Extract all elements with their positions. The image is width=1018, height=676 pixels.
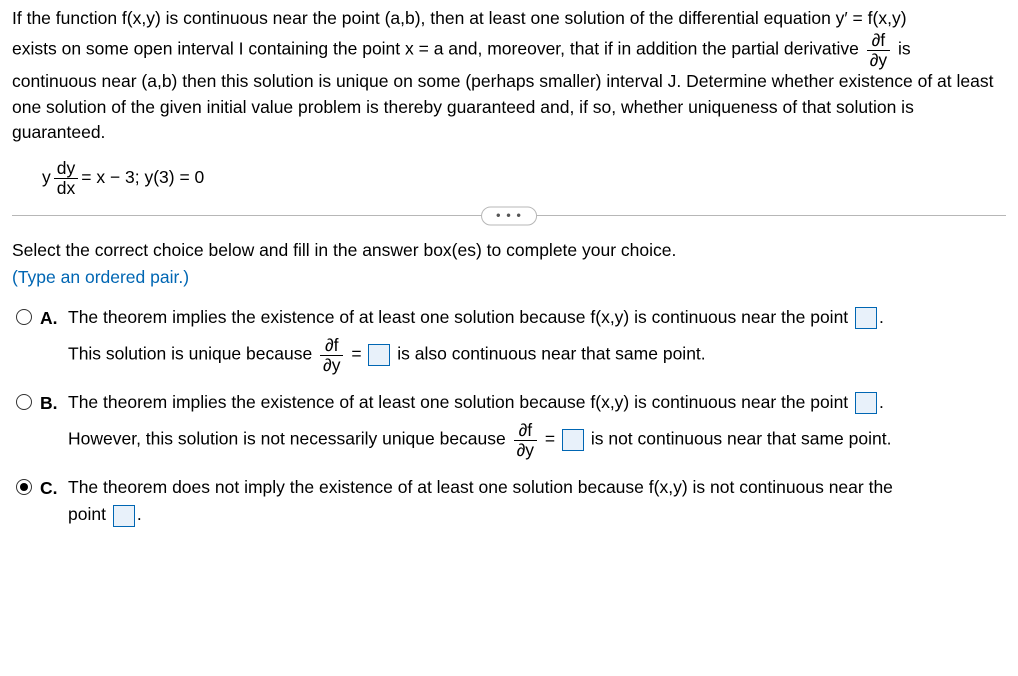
frac-num: ∂f — [867, 31, 890, 49]
c-line1: The theorem does not imply the existence… — [68, 477, 893, 497]
a-line2b: = — [346, 344, 366, 364]
choice-a-letter: A. — [40, 305, 68, 331]
answer-box-b-derivative[interactable] — [562, 429, 584, 451]
help-text: (Type an ordered pair.) — [12, 265, 1006, 290]
eq-lead: y — [42, 165, 51, 190]
section-divider: • • • — [12, 215, 1006, 216]
c-line2a: point — [68, 504, 111, 524]
answer-box-b-point[interactable] — [855, 392, 877, 414]
answer-box-c-point[interactable] — [113, 505, 135, 527]
choice-b-letter: B. — [40, 390, 68, 416]
eq-tail: = x − 3; y(3) = 0 — [81, 165, 204, 190]
select-prompt: Select the correct choice below and fill… — [12, 238, 1006, 263]
dy-dx-fraction: dydx — [54, 159, 78, 197]
b-line2b: = — [540, 429, 560, 449]
frac-num: ∂f — [320, 336, 343, 354]
a-line1-end: . — [879, 307, 884, 327]
partial-fraction-b: ∂f∂y — [514, 421, 537, 459]
partial-fraction: ∂f∂y — [867, 31, 890, 69]
intro-line-2: exists on some open interval I containin… — [12, 31, 1006, 69]
intro-l2a: exists on some open interval I containin… — [12, 39, 864, 59]
b-line1-end: . — [879, 392, 884, 412]
intro-l2b: is — [893, 39, 911, 59]
radio-c[interactable] — [16, 479, 32, 495]
choice-c-letter: C. — [40, 475, 68, 501]
expand-pill[interactable]: • • • — [481, 207, 537, 226]
b-line1: The theorem implies the existence of at … — [68, 392, 853, 412]
intro-line-1: If the function f(x,y) is continuous nea… — [12, 6, 1006, 31]
choice-a: A. The theorem implies the existence of … — [16, 305, 1006, 374]
frac-den: dx — [54, 178, 78, 197]
frac-den: ∂y — [514, 440, 537, 459]
given-equation: ydydx = x − 3; y(3) = 0 — [42, 159, 1006, 197]
choice-a-text: The theorem implies the existence of at … — [68, 305, 1006, 374]
choice-list: A. The theorem implies the existence of … — [16, 305, 1006, 528]
a-line2a: This solution is unique because — [68, 344, 317, 364]
frac-den: ∂y — [320, 355, 343, 374]
choice-b-text: The theorem implies the existence of at … — [68, 390, 1006, 459]
answer-box-a-point[interactable] — [855, 307, 877, 329]
problem-statement: If the function f(x,y) is continuous nea… — [12, 6, 1006, 145]
c-line2-end: . — [137, 504, 142, 524]
radio-b[interactable] — [16, 394, 32, 410]
radio-a[interactable] — [16, 309, 32, 325]
intro-line-3: continuous near (a,b) then this solution… — [12, 69, 1006, 145]
frac-den: ∂y — [867, 50, 890, 69]
b-line2c: is not continuous near that same point. — [586, 429, 891, 449]
partial-fraction-a: ∂f∂y — [320, 336, 343, 374]
b-line2a: However, this solution is not necessaril… — [68, 429, 511, 449]
answer-box-a-derivative[interactable] — [368, 344, 390, 366]
choice-c-text: The theorem does not imply the existence… — [68, 475, 1006, 528]
frac-num: dy — [54, 159, 78, 177]
frac-num: ∂f — [514, 421, 537, 439]
a-line1: The theorem implies the existence of at … — [68, 307, 853, 327]
a-line2c: is also continuous near that same point. — [392, 344, 705, 364]
choice-b: B. The theorem implies the existence of … — [16, 390, 1006, 459]
choice-c: C. The theorem does not imply the existe… — [16, 475, 1006, 528]
